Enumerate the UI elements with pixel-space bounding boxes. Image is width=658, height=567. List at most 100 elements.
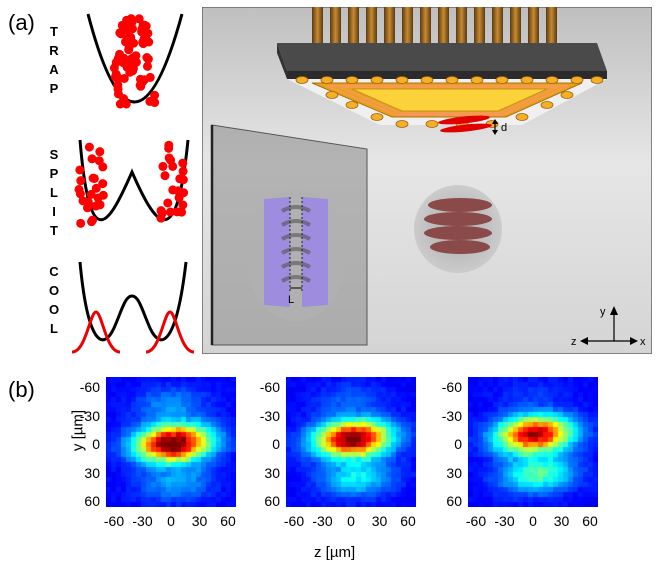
atom — [76, 176, 86, 186]
atom — [111, 57, 121, 67]
atom — [156, 213, 166, 223]
density-image-1 — [106, 377, 236, 507]
atom — [143, 54, 153, 64]
atom — [164, 143, 174, 153]
x-tick-label: -60 — [465, 513, 487, 529]
atom — [123, 34, 133, 44]
x-tick-label: 60 — [582, 513, 598, 529]
atom — [84, 142, 94, 152]
chip-scene: d L y z x — [202, 7, 652, 354]
atom — [111, 69, 121, 79]
atom — [87, 154, 97, 164]
y-tick-label: -30 — [441, 407, 462, 424]
atom — [75, 189, 85, 199]
x-tick-label: 60 — [400, 513, 416, 529]
atom — [98, 179, 108, 189]
atom — [168, 185, 178, 195]
atom — [160, 171, 170, 181]
fringes — [281, 205, 311, 283]
x-tick-label: 30 — [371, 513, 388, 529]
y-tick-label: 60 — [446, 493, 462, 509]
atom — [139, 34, 149, 44]
axis-z-label: z — [571, 336, 577, 348]
atom — [113, 84, 123, 94]
split-cloud-lower — [440, 123, 492, 133]
atom — [175, 174, 185, 184]
x-tick-label: -30 — [494, 513, 515, 529]
atom — [166, 155, 176, 165]
coordinate-axes — [586, 313, 632, 342]
atom — [128, 66, 138, 76]
atom — [87, 217, 97, 227]
atom — [88, 173, 98, 183]
split-atoms — [74, 140, 189, 228]
trap-atoms — [109, 14, 160, 109]
y-tick-label: 30 — [264, 464, 280, 481]
atom — [117, 20, 127, 30]
atom — [126, 19, 136, 29]
y-tick-label: -60 — [441, 379, 462, 395]
atom — [145, 72, 155, 82]
atom — [115, 28, 125, 38]
chip-wires — [312, 7, 557, 43]
x-tick-label: -60 — [103, 513, 125, 529]
atom — [75, 165, 85, 175]
x-tick-label: -30 — [312, 513, 333, 529]
label-d: d — [501, 122, 507, 134]
atom — [95, 200, 105, 210]
y-axis-title: y [µm] — [69, 409, 87, 452]
axis-x-label: x — [640, 336, 646, 348]
y-tick-label: 30 — [84, 464, 100, 481]
atom — [150, 90, 160, 100]
atom — [93, 193, 103, 203]
chip-edge-side — [277, 43, 287, 79]
x-tick-label: 30 — [553, 513, 570, 529]
x-tick-label: -30 — [132, 513, 153, 529]
atom — [174, 193, 184, 203]
atom — [86, 189, 96, 199]
density-image-3 — [468, 377, 598, 507]
x-tick-label: 60 — [220, 513, 236, 529]
cool-left-distribution — [71, 310, 121, 354]
y-tick-label: 0 — [272, 436, 280, 452]
y-tick-label: 30 — [446, 464, 462, 481]
atom — [178, 166, 188, 176]
atom — [91, 183, 101, 193]
atom — [137, 24, 147, 34]
x-tick-label: -60 — [283, 513, 305, 529]
atom — [119, 73, 129, 83]
x-tick-label: 30 — [191, 513, 208, 529]
atom — [178, 158, 188, 168]
atom — [134, 14, 144, 24]
y-tick-label: -30 — [259, 407, 280, 424]
chip-pads — [295, 76, 604, 128]
y-tick-label: -60 — [79, 379, 100, 395]
atom — [145, 96, 155, 106]
x-tick-label: 0 — [167, 513, 175, 529]
atom — [126, 56, 136, 66]
atom — [95, 147, 105, 157]
y-tick-label: 60 — [84, 493, 100, 509]
x-axis-title: z [µm] — [314, 544, 356, 561]
density-image-2 — [286, 377, 416, 507]
atom — [163, 198, 173, 208]
label-L: L — [288, 294, 294, 306]
atom — [178, 200, 188, 210]
y-tick-label: 0 — [92, 436, 100, 452]
y-tick-label: -60 — [259, 379, 280, 395]
panel-a-label: (a) — [8, 10, 35, 35]
atom — [165, 207, 175, 217]
trap-potential-curve — [86, 13, 184, 104]
cool-potential-curve — [78, 261, 188, 342]
y-tick-label: 60 — [264, 493, 280, 509]
split-cloud-upper — [438, 115, 490, 125]
atom — [142, 61, 152, 71]
atom — [76, 218, 86, 228]
atom — [98, 162, 108, 172]
atom — [158, 161, 168, 171]
chip-gold-center — [351, 88, 548, 112]
atom — [78, 196, 88, 206]
